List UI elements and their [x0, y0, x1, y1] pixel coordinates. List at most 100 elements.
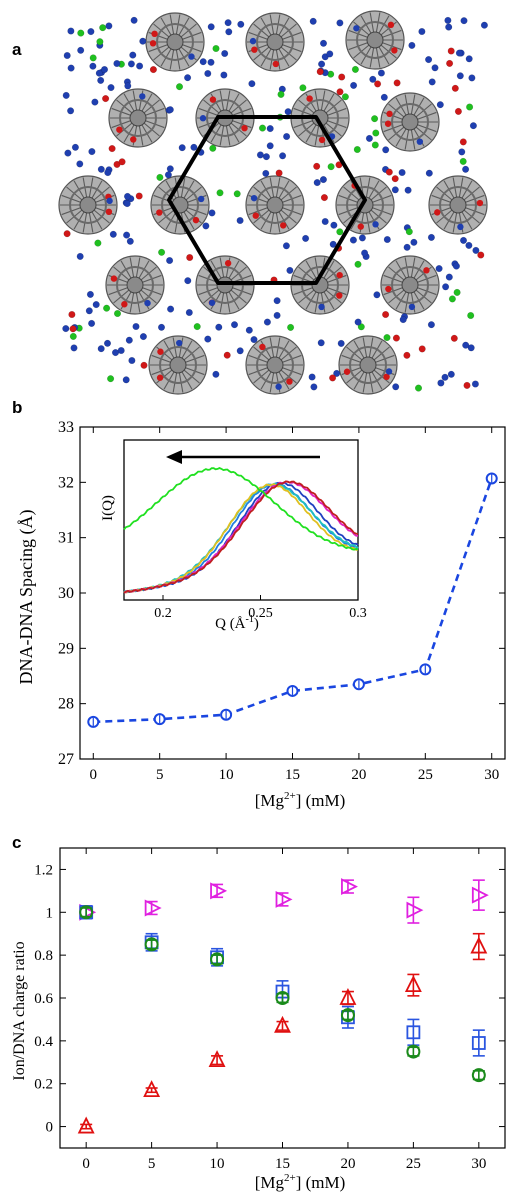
- ion-particle: [459, 138, 467, 146]
- charge-data-point-triangle-up: [404, 975, 422, 993]
- spacing-x-tick-label: 0: [90, 767, 98, 783]
- ion-particle: [384, 120, 392, 127]
- ion-particle: [139, 93, 146, 100]
- ion-particle: [123, 192, 132, 200]
- dna-helix-cross-section: [380, 255, 440, 315]
- ion-particle: [208, 209, 216, 217]
- ion-particle: [444, 16, 452, 24]
- ion-particle: [69, 325, 77, 333]
- charge-data-point-triangle-up: [143, 1080, 161, 1098]
- charge-x-tick-label: 10: [210, 1156, 225, 1172]
- ion-particle: [454, 107, 462, 115]
- ion-particle: [425, 169, 433, 177]
- ion-particle: [326, 50, 334, 58]
- ion-particle: [212, 44, 220, 53]
- ion-particle: [306, 95, 313, 102]
- charge-data-point-triangle-up: [339, 987, 357, 1005]
- ion-particle: [404, 186, 412, 194]
- ion-particle: [140, 361, 148, 369]
- ion-particle: [275, 383, 282, 390]
- ion-particle: [392, 383, 400, 391]
- ion-particle: [336, 292, 343, 299]
- charge-y-tick-label: 0.6: [34, 991, 53, 1007]
- dna-helix-cross-section: [335, 175, 395, 235]
- ion-particle: [463, 381, 471, 389]
- ion-particle: [156, 209, 163, 216]
- ion-particle: [77, 29, 85, 37]
- ion-particle: [164, 171, 172, 179]
- ion-particle: [95, 69, 103, 77]
- charge-data-point-circle: [79, 905, 94, 920]
- ion-particle: [398, 168, 406, 177]
- ion-particle: [123, 231, 131, 239]
- charge-x-tick-label: 0: [82, 1156, 90, 1172]
- charge-data-point-triangle-right: [144, 899, 162, 917]
- charge-data-point-triangle-right: [341, 878, 358, 896]
- panel-label-c: c: [12, 833, 22, 852]
- ion-particle: [249, 37, 257, 45]
- ion-particle: [318, 303, 325, 311]
- dna-helix-cross-section: [245, 12, 305, 72]
- ion-particle: [99, 24, 107, 32]
- ion-particle: [236, 216, 244, 225]
- ion-particle: [341, 93, 349, 101]
- dna-helix-cross-section: [145, 12, 205, 72]
- ion-particle: [97, 76, 105, 84]
- ion-particle: [123, 200, 131, 208]
- ion-particle: [149, 40, 157, 47]
- charge-x-tick-label: 20: [340, 1156, 355, 1172]
- ion-particle: [103, 304, 111, 312]
- ion-particle: [318, 60, 326, 68]
- ion-particle: [467, 344, 475, 352]
- ion-particle: [166, 256, 174, 265]
- ion-particle: [241, 124, 248, 132]
- ion-particle: [128, 356, 136, 365]
- ion-particle: [102, 95, 110, 103]
- ion-particle: [403, 351, 411, 359]
- dna-helix-cross-section: [150, 175, 210, 235]
- ion-particle: [317, 339, 325, 347]
- ion-particle: [365, 134, 373, 142]
- ion-particle: [104, 169, 112, 177]
- ion-particle: [209, 144, 217, 152]
- ion-particle: [250, 194, 258, 202]
- ion-particle: [309, 17, 317, 25]
- ion-particle: [184, 74, 192, 82]
- inset-scattering-curve: [123, 480, 359, 594]
- charge-ratio-chart: 0 5 10 15 20 25 30 0 0.2 0.4 0.6 0.8 1 1.2 Ion/DNA ch…: [11, 847, 506, 1192]
- ion-particle: [251, 46, 258, 53]
- ion-particle: [197, 195, 205, 203]
- ion-particle: [386, 110, 393, 118]
- ion-particle: [279, 152, 287, 160]
- ion-particle: [103, 339, 112, 347]
- ion-particle: [434, 209, 441, 216]
- ion-particle: [63, 51, 71, 60]
- ion-particle: [448, 295, 456, 303]
- ion-particle: [431, 64, 439, 72]
- ion-particle: [453, 288, 461, 296]
- ion-particle: [113, 309, 122, 318]
- ion-particle: [199, 58, 207, 66]
- ion-particle: [361, 249, 369, 257]
- ion-particle: [357, 223, 364, 230]
- ion-particle: [188, 53, 195, 60]
- ion-particle: [447, 47, 455, 55]
- inset-scattering-curve: [123, 467, 359, 551]
- ion-particle: [393, 79, 401, 87]
- ion-particle: [252, 212, 259, 219]
- spacing-x-tick-label: 5: [156, 767, 164, 783]
- scattering-inset: 0.2 0.25 0.3: [123, 439, 367, 621]
- ion-particle: [445, 273, 453, 281]
- ion-particle: [266, 125, 274, 133]
- ion-particle: [233, 190, 241, 198]
- ion-particle: [425, 56, 433, 64]
- ion-particle: [88, 148, 96, 156]
- charge-data-point-circle: [210, 952, 225, 967]
- ion-particle: [462, 341, 470, 349]
- ion-particle: [391, 47, 398, 54]
- ion-particle: [418, 27, 426, 36]
- ion-particle: [88, 319, 96, 327]
- ion-particle: [156, 173, 164, 181]
- ion-particle: [329, 374, 337, 382]
- ion-particle: [468, 74, 476, 82]
